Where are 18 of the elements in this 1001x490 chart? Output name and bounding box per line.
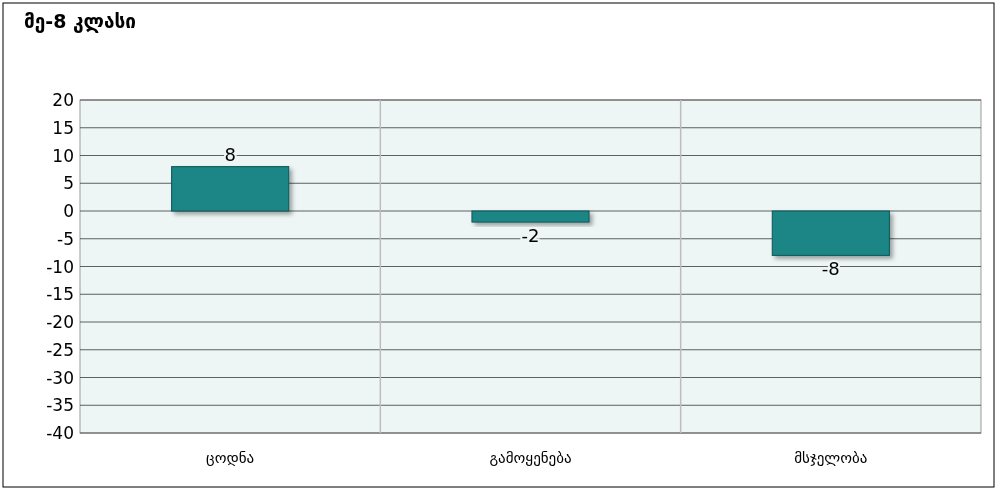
chart-title: მე-8 კლასი [24,10,137,33]
y-tick-label: -35 [46,395,74,416]
y-tick-label: 0 [63,201,74,221]
y-tick-label: 20 [52,90,74,110]
y-tick-label: -30 [46,367,74,388]
y-tick-label: -10 [46,256,74,277]
y-tick-label: 10 [52,145,74,166]
x-tick-label: გამოყენება [489,449,572,467]
y-tick-label: -5 [57,228,74,249]
x-tick-label: ცოდნა [206,449,255,467]
y-tick-label: -40 [46,423,74,443]
y-tick-label: -15 [46,284,74,305]
data-label: -2 [521,225,540,247]
y-tick-label: 5 [63,173,74,194]
x-tick-label: მსჯელობა [794,449,868,467]
y-tick-label: -25 [46,339,74,360]
y-tick-label: -20 [46,312,74,332]
y-tick-label: 15 [52,117,74,138]
